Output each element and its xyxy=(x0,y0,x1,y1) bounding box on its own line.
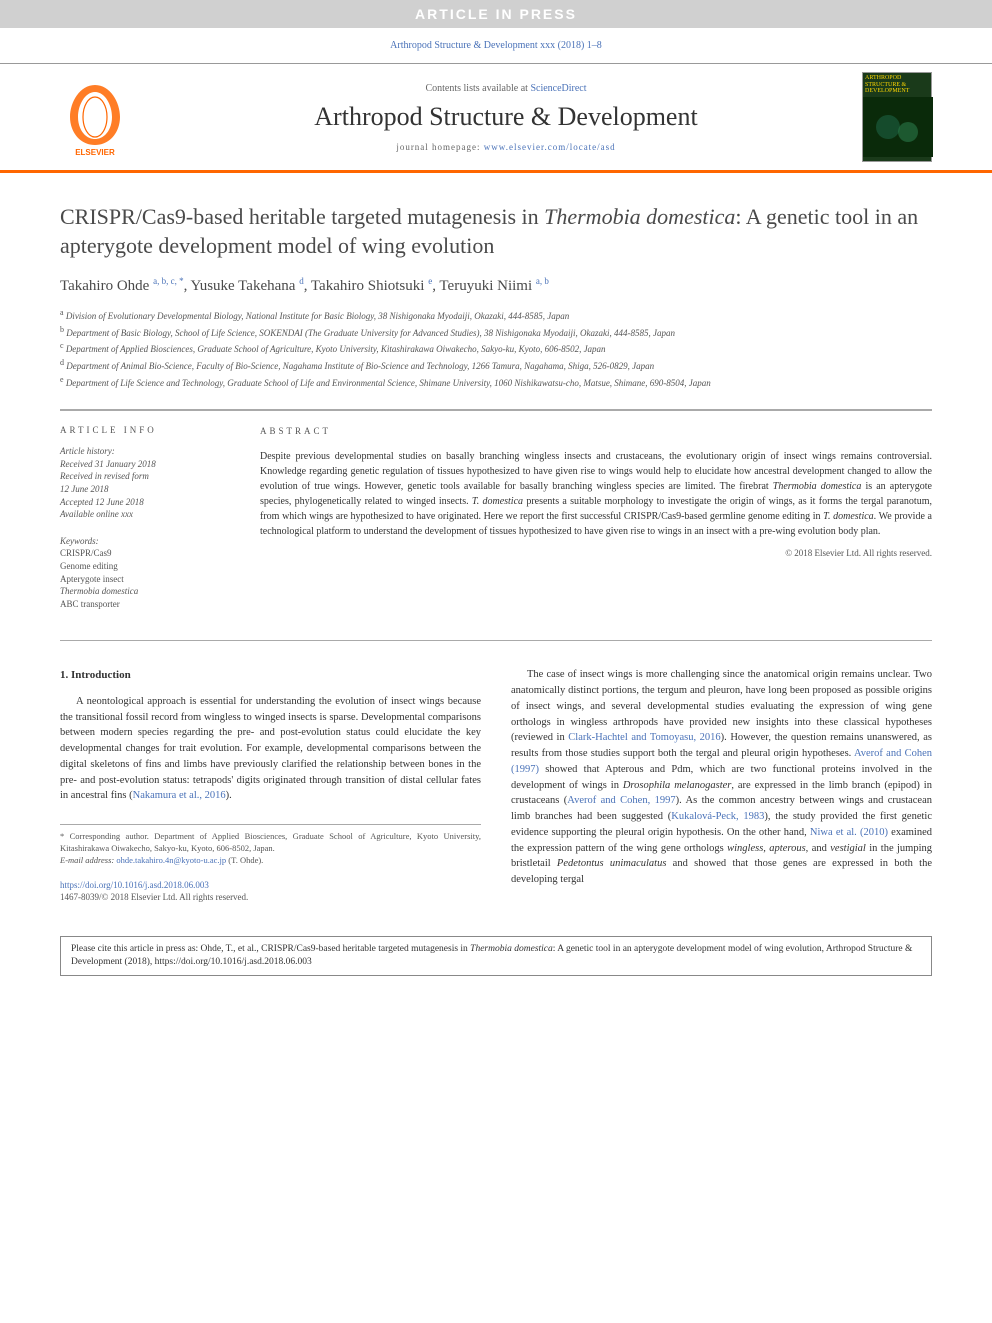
issn-line: 1467-8039/© 2018 Elsevier Ltd. All right… xyxy=(60,892,248,902)
banner-text: ARTICLE IN PRESS xyxy=(415,6,577,22)
history-line: Available online xxx xyxy=(60,508,240,521)
info-abstract-row: ARTICLE INFO Article history: Received 3… xyxy=(60,410,932,610)
italic-text: Thermobia domestica xyxy=(470,944,553,954)
history-label: Article history: xyxy=(60,445,240,458)
keywords-block: Keywords: CRISPR/Cas9Genome editingApter… xyxy=(60,535,240,611)
article-body: CRISPR/Cas9-based heritable targeted mut… xyxy=(0,173,992,924)
elsevier-logo-icon: ELSEVIER xyxy=(60,77,130,157)
italic-text: Pedetontus unimaculatus xyxy=(557,858,667,869)
email-label: E-mail address: xyxy=(60,855,116,865)
reference-link[interactable]: Averof and Cohen, 1997 xyxy=(567,795,675,806)
journal-masthead: ELSEVIER Contents lists available at Sci… xyxy=(0,63,992,173)
history-line: Accepted 12 June 2018 xyxy=(60,496,240,509)
contents-prefix: Contents lists available at xyxy=(425,83,530,94)
article-info-heading: ARTICLE INFO xyxy=(60,425,240,435)
article-history: Article history: Received 31 January 201… xyxy=(60,445,240,521)
svg-text:ELSEVIER: ELSEVIER xyxy=(75,148,115,157)
citation-text: Arthropod Structure & Development xxx (2… xyxy=(390,40,602,51)
keyword-item: Apterygote insect xyxy=(60,573,240,586)
body-two-column: 1. Introduction A neontological approach… xyxy=(60,667,932,904)
history-line: Received in revised form xyxy=(60,470,240,483)
reference-link[interactable]: Kukalová-Peck, 1983 xyxy=(671,811,764,822)
intro-para-1: A neontological approach is essential fo… xyxy=(60,694,481,804)
text-run: A neontological approach is essential fo… xyxy=(60,696,481,802)
corr-prefix: * Corresponding author. xyxy=(60,831,154,841)
sciencedirect-link[interactable]: ScienceDirect xyxy=(530,83,586,94)
history-line: 12 June 2018 xyxy=(60,483,240,496)
column-right: The case of insect wings is more challen… xyxy=(511,667,932,904)
email-who: (T. Ohde). xyxy=(226,855,263,865)
italic-text: T. domestica xyxy=(472,496,523,507)
corr-line: * Corresponding author. Department of Ap… xyxy=(60,831,481,855)
reference-link[interactable]: Nakamura et al., 2016 xyxy=(133,790,226,801)
text-run: and xyxy=(808,843,830,854)
affiliation-line: e Department of Life Science and Technol… xyxy=(60,374,932,390)
authors-line: Takahiro Ohde a, b, c, *, Yusuke Takehan… xyxy=(60,276,932,295)
email-line: E-mail address: ohde.takahiro.4n@kyoto-u… xyxy=(60,855,481,867)
divider xyxy=(60,640,932,641)
homepage-line: journal homepage: www.elsevier.com/locat… xyxy=(150,142,862,152)
abstract-column: ABSTRACT Despite previous developmental … xyxy=(260,425,932,610)
keyword-item: Thermobia domestica xyxy=(60,585,240,598)
article-title: CRISPR/Cas9-based heritable targeted mut… xyxy=(60,203,932,260)
keyword-item: CRISPR/Cas9 xyxy=(60,547,240,560)
abstract-text: Despite previous developmental studies o… xyxy=(260,449,932,539)
column-left: 1. Introduction A neontological approach… xyxy=(60,667,481,904)
abstract-heading: ABSTRACT xyxy=(260,425,932,439)
doi-link[interactable]: https://doi.org/10.1016/j.asd.2018.06.00… xyxy=(60,880,209,890)
affiliation-line: b Department of Basic Biology, School of… xyxy=(60,324,932,340)
intro-para-2: The case of insect wings is more challen… xyxy=(511,667,932,888)
keyword-item: Genome editing xyxy=(60,560,240,573)
affiliation-line: a Division of Evolutionary Developmental… xyxy=(60,307,932,323)
italic-text: Drosophila melanogaster xyxy=(623,780,732,791)
intro-heading: 1. Introduction xyxy=(60,667,481,684)
journal-homepage-link[interactable]: www.elsevier.com/locate/asd xyxy=(484,142,616,152)
in-press-banner: ARTICLE IN PRESS xyxy=(0,0,992,28)
article-info-column: ARTICLE INFO Article history: Received 3… xyxy=(60,425,260,610)
contents-line: Contents lists available at ScienceDirec… xyxy=(150,83,862,94)
masthead-center: Contents lists available at ScienceDirec… xyxy=(150,83,862,152)
cite-this-article-box: Please cite this article in press as: Oh… xyxy=(60,936,932,977)
italic-text: vestigial xyxy=(830,843,866,854)
header-citation: Arthropod Structure & Development xxx (2… xyxy=(0,28,992,63)
title-species: Thermobia domestica xyxy=(544,204,735,229)
author-email-link[interactable]: ohde.takahiro.4n@kyoto-u.ac.jp xyxy=(116,855,226,865)
reference-link[interactable]: Niwa et al. (2010) xyxy=(810,827,888,838)
affiliation-line: d Department of Animal Bio-Science, Facu… xyxy=(60,357,932,373)
keywords-label: Keywords: xyxy=(60,535,240,548)
journal-name: Arthropod Structure & Development xyxy=(150,102,862,132)
keyword-item: ABC transporter xyxy=(60,598,240,611)
italic-text: T. domestica xyxy=(823,511,874,522)
reference-link[interactable]: Clark-Hachtel and Tomoyasu, 2016 xyxy=(568,732,720,743)
italic-text: wingless, apterous, xyxy=(727,843,808,854)
corresponding-author-footnote: * Corresponding author. Department of Ap… xyxy=(60,824,481,867)
italic-text: Thermobia domestica xyxy=(773,481,862,492)
title-part-1: CRISPR/Cas9-based heritable targeted mut… xyxy=(60,204,544,229)
masthead-left: ELSEVIER xyxy=(60,77,150,157)
cover-art-icon xyxy=(863,97,933,157)
doi-block: https://doi.org/10.1016/j.asd.2018.06.00… xyxy=(60,879,481,904)
abstract-copyright: © 2018 Elsevier Ltd. All rights reserved… xyxy=(260,547,932,561)
text-run: ). xyxy=(226,790,232,801)
homepage-prefix: journal homepage: xyxy=(396,142,483,152)
history-line: Received 31 January 2018 xyxy=(60,458,240,471)
cover-label: ARTHROPOD STRUCTURE & DEVELOPMENT xyxy=(863,73,931,97)
affiliations-block: a Division of Evolutionary Developmental… xyxy=(60,307,932,389)
journal-cover-thumbnail: ARTHROPOD STRUCTURE & DEVELOPMENT xyxy=(862,72,932,162)
affiliation-line: c Department of Applied Biosciences, Gra… xyxy=(60,340,932,356)
text-run: Please cite this article in press as: Oh… xyxy=(71,944,470,954)
